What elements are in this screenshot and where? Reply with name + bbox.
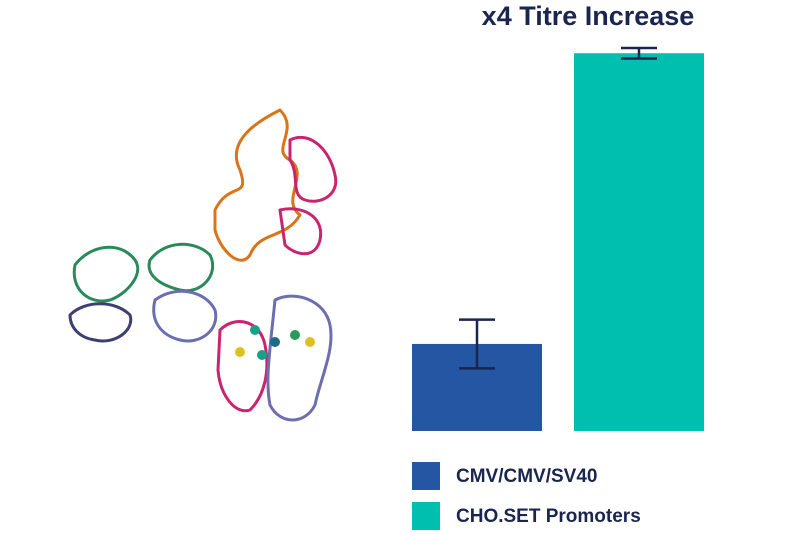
chart-title: x4 Titre Increase	[482, 1, 695, 31]
legend-label: CHO.SET Promoters	[456, 506, 641, 527]
error-bar	[621, 46, 657, 60]
legend-swatch	[412, 502, 440, 530]
legend-label: CMV/CMV/SV40	[456, 466, 597, 487]
bar	[574, 53, 704, 432]
legend-swatch	[412, 462, 440, 490]
protein-illustration	[68, 108, 338, 422]
error-bar	[459, 318, 495, 370]
